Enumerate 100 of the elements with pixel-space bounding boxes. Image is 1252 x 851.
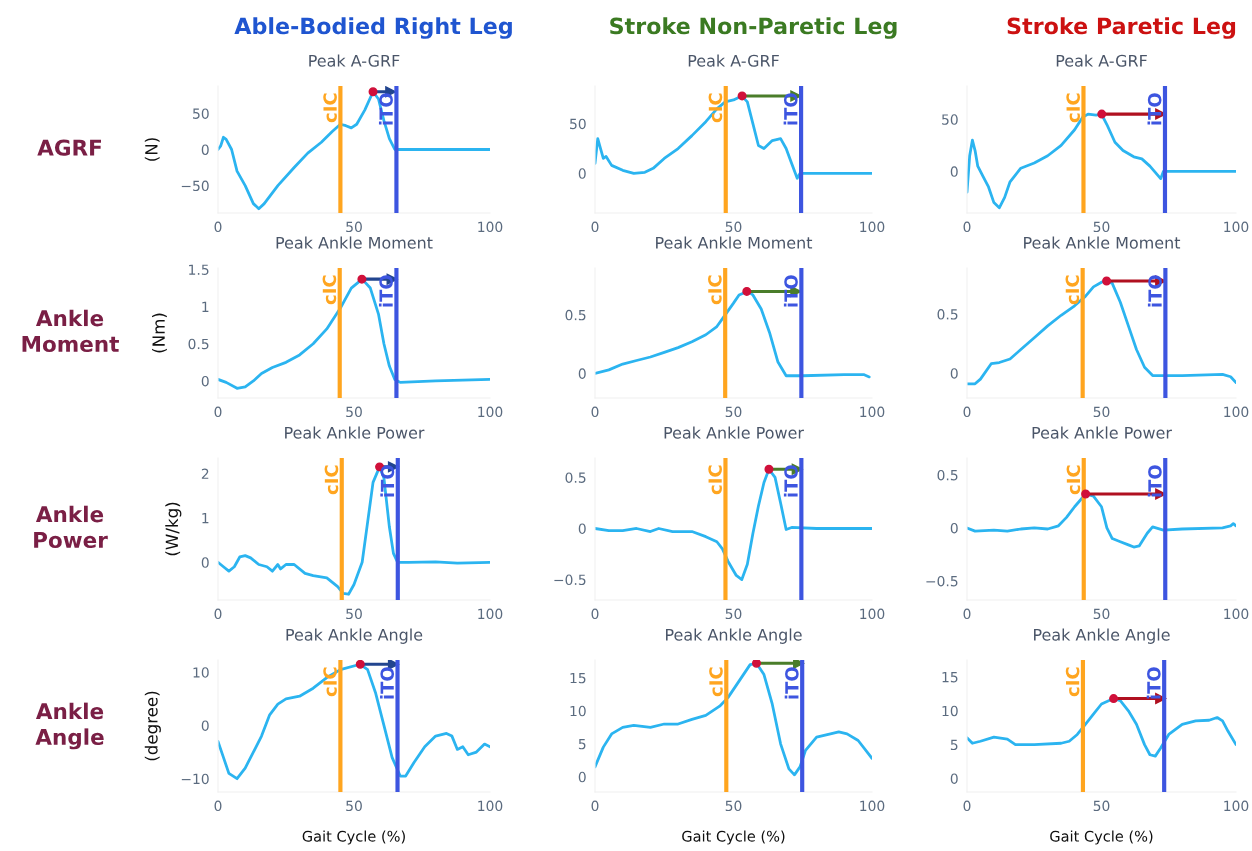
y-tick-label: 0.5	[937, 469, 958, 481]
ref-line-label: iTO	[784, 667, 799, 699]
x-tick-label: 100	[1224, 221, 1249, 233]
x-tick-label: 50	[725, 406, 742, 418]
y-tick-label: 50	[570, 118, 586, 130]
y-tick-label: 5	[578, 738, 586, 750]
y-tick-label: 0	[950, 773, 958, 784]
x-tick-label: 0	[214, 608, 222, 620]
x-tick-label: 50	[346, 406, 362, 418]
x-tick-label: 50	[725, 800, 742, 812]
y-tick-label: 0	[201, 557, 209, 568]
x-tick-label: 0	[214, 406, 222, 418]
x-tick-label: 50	[346, 800, 362, 812]
y-tick-label: 10	[942, 705, 958, 717]
chart-subtitle: Peak A-GRF	[1056, 54, 1147, 67]
y-tick-label: 1	[202, 513, 209, 524]
y-tick-label: 0	[950, 522, 958, 534]
text: Ankle Moment	[22, 309, 119, 353]
ref-line-label: iTO	[380, 667, 395, 699]
y-tick-label: 10	[570, 705, 586, 717]
ref-line-label: iTO	[783, 465, 798, 497]
ref-line-label: iTO	[380, 465, 395, 497]
y-tick-label: 10	[193, 667, 209, 678]
ref-line-label: iTO	[378, 275, 393, 307]
x-tick-label: 0	[591, 800, 599, 812]
y-tick-label: 2	[201, 468, 209, 479]
y-axis-title: (degree)	[144, 691, 161, 761]
ref-line-label: iTO	[783, 93, 798, 125]
chart-title: Stroke Non-Paretic Leg	[610, 17, 897, 39]
chart-title: Able-Bodied Right Leg	[234, 17, 512, 39]
x-tick-label: 0	[963, 221, 971, 233]
y-tick-label: −50	[181, 180, 209, 192]
ref-line-label: cIC	[708, 275, 722, 305]
x-tick-label: 0	[591, 406, 599, 418]
chart-title: Peak Ankle Power	[285, 426, 425, 439]
ref-line-label: cIC	[709, 667, 723, 697]
x-tick-label: 100	[478, 406, 503, 418]
y-tick-label: 0	[201, 144, 209, 155]
y-tick-label: 5	[950, 739, 958, 751]
y-tick-label: 0.5	[937, 309, 958, 320]
y-axis-title: (W/kg)	[165, 502, 182, 556]
x-tick-label: 0	[963, 800, 971, 812]
y-tick-label: 50	[942, 114, 958, 125]
chart-title: Peak Ankle Power	[664, 426, 804, 439]
line-series	[595, 661, 872, 777]
x-tick-label: 50	[1093, 406, 1110, 418]
x-tick-label: 100	[860, 221, 885, 233]
ref-line-label: iTO	[783, 275, 798, 307]
x-axis-title: Gait Cycle (%)	[302, 830, 405, 845]
chart-title: Peak Ankle Moment	[656, 236, 813, 249]
ref-line-label: cIC	[708, 93, 723, 123]
x-axis-title: Gait Cycle (%)	[1050, 830, 1153, 845]
x-tick-label: 100	[478, 221, 503, 233]
ref-line-label: iTO	[1147, 465, 1162, 497]
chart-title: Peak Ankle Moment	[1024, 236, 1181, 249]
y-tick-label: 0	[950, 368, 958, 379]
y-tick-label: 0	[201, 720, 209, 731]
x-tick-label: 100	[860, 406, 885, 418]
chart-title: Peak Ankle Angle	[1034, 628, 1170, 644]
x-tick-label: 100	[1224, 406, 1249, 418]
text: Ankle Angle	[35, 702, 104, 750]
x-tick-label: 50	[725, 221, 742, 233]
line-series	[218, 662, 490, 781]
x-tick-label: 50	[725, 608, 742, 620]
y-tick-label: 0	[950, 166, 958, 177]
y-axis-title: (N)	[144, 138, 160, 161]
y-tick-label: −0.5	[926, 575, 958, 587]
y-tick-label: −0.5	[554, 574, 586, 586]
ref-line-label: iTO	[1146, 667, 1161, 699]
y-tick-label: 0	[578, 523, 586, 534]
ref-line-label: iTO	[1147, 275, 1162, 307]
text: AGRF	[37, 139, 101, 156]
ref-line-label: cIC	[322, 275, 337, 305]
x-tick-label: 100	[860, 608, 885, 620]
x-tick-label: 100	[478, 608, 503, 620]
x-tick-label: 0	[214, 800, 222, 812]
y-tick-label: 0	[578, 368, 586, 379]
ref-line-label: cIC	[1065, 275, 1080, 305]
x-tick-label: 50	[1093, 608, 1110, 620]
y-axis-title: (Nm)	[152, 313, 167, 353]
ref-line-label: cIC	[1066, 93, 1080, 123]
chart-title: Stroke Paretic Leg	[1007, 17, 1236, 39]
x-tick-label: 0	[214, 221, 222, 233]
ref-line-label: cIC	[708, 465, 722, 495]
y-tick-label: 1.5	[189, 264, 209, 275]
y-tick-label: −10	[181, 773, 209, 785]
chart-title: Peak Ankle Angle	[286, 628, 423, 644]
ref-line-label: cIC	[323, 93, 337, 123]
x-tick-label: 0	[591, 608, 599, 620]
y-tick-label: 0	[578, 168, 586, 179]
y-tick-label: 15	[570, 672, 586, 684]
ref-line-label: iTO	[378, 93, 393, 125]
y-tick-label: 0	[201, 375, 209, 387]
y-tick-label: 50	[193, 108, 209, 119]
x-tick-label: 100	[860, 800, 885, 812]
x-tick-label: 50	[1093, 800, 1110, 812]
x-tick-label: 0	[963, 406, 971, 418]
x-tick-label: 0	[591, 221, 599, 233]
x-tick-label: 100	[1224, 608, 1249, 620]
ref-line-label: cIC	[324, 465, 339, 495]
